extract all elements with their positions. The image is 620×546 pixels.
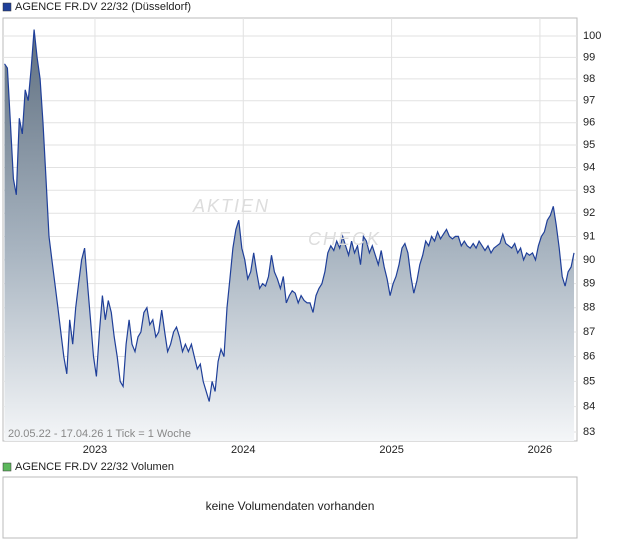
x-tick-label: 2026 [528, 444, 552, 456]
chart-title: AGENCE FR.DV 22/32 (Düsseldorf) [15, 1, 191, 13]
y-tick-label: 89 [583, 278, 595, 290]
y-tick-label: 94 [583, 161, 595, 173]
x-tick-label: 2024 [231, 444, 255, 456]
x-tick-label: 2025 [379, 444, 403, 456]
y-tick-label: 88 [583, 302, 595, 314]
y-tick-label: 92 [583, 207, 595, 219]
legend-swatch [2, 2, 12, 12]
watermark: CHECK [308, 229, 381, 249]
y-tick-label: 96 [583, 117, 595, 129]
volume-area [2, 476, 578, 539]
y-tick-label: 90 [583, 254, 595, 266]
y-tick-label: 83 [583, 426, 595, 438]
legend-swatch [2, 462, 12, 472]
y-tick-label: 85 [583, 375, 595, 387]
y-tick-label: 98 [583, 73, 595, 85]
watermark: AKTIEN [192, 196, 270, 216]
y-tick-label: 91 [583, 230, 595, 242]
volume-title: AGENCE FR.DV 22/32 Volumen [15, 461, 174, 473]
y-tick-label: 84 [583, 400, 595, 412]
footer: 20.05.22 - 17.04.26 1 Tick = 1 Woche [8, 428, 191, 440]
y-tick-label: 97 [583, 95, 595, 107]
x-tick-label: 2023 [83, 444, 107, 456]
price-line [4, 29, 575, 402]
y-tick-label: 93 [583, 184, 595, 196]
y-tick-label: 95 [583, 139, 595, 151]
y-tick-label: 86 [583, 350, 595, 362]
area-fill [4, 29, 575, 441]
y-tick-label: 100 [583, 30, 601, 42]
y-tick-label: 87 [583, 326, 595, 338]
volume-note: keine Volumendaten vorhanden [206, 499, 375, 513]
y-tick-label: 99 [583, 51, 595, 63]
